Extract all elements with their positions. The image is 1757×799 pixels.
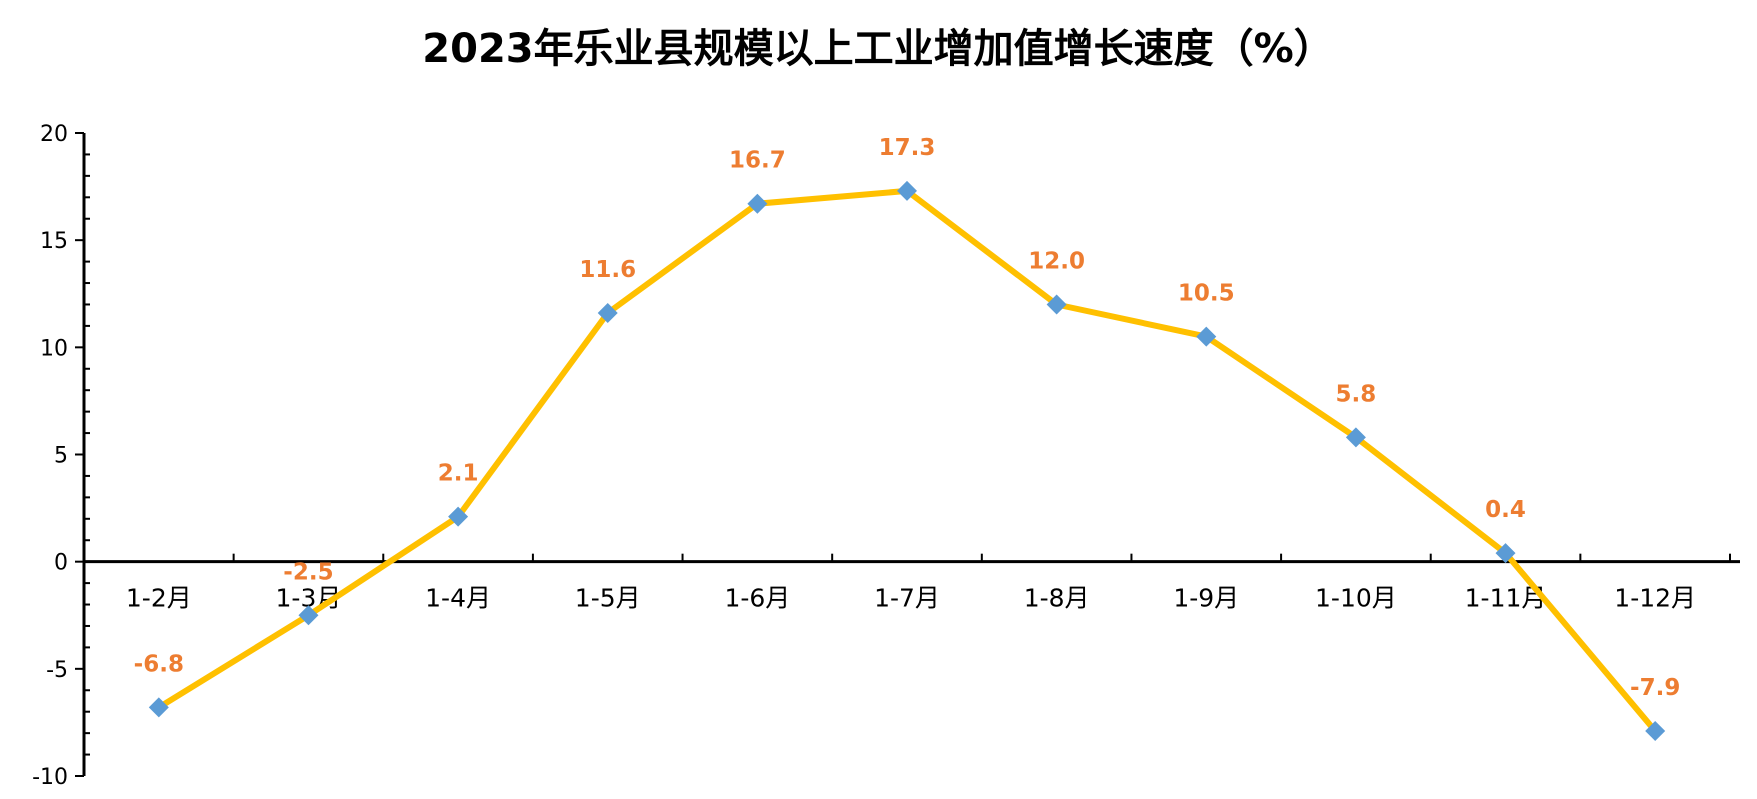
x-tick-label: 1-12月 — [1614, 584, 1696, 613]
data-labels: -6.8 -2.5 2.1 11.6 16.7 17.3 12.0 10.5 5.8 0.4 -7.… — [134, 135, 1681, 701]
x-tick-label: 1-7月 — [874, 584, 940, 613]
y-tick-label: -10 — [32, 765, 68, 790]
data-point-marker — [1196, 326, 1217, 347]
x-tick-label: 1-4月 — [425, 584, 491, 613]
data-point-marker — [448, 506, 469, 527]
y-tick-label: -5 — [46, 658, 68, 683]
data-label: 11.6 — [579, 257, 636, 283]
x-tick-label: 1-5月 — [575, 584, 641, 613]
data-point-marker — [1345, 427, 1366, 448]
y-tick-label: 5 — [54, 444, 68, 469]
x-tick-label: 1-10月 — [1315, 584, 1397, 613]
data-label: 10.5 — [1178, 281, 1235, 307]
data-point-marker — [148, 697, 169, 718]
y-tick-label: 0 — [54, 551, 68, 576]
data-label: -6.8 — [134, 651, 184, 677]
y-tick-label: 20 — [40, 122, 68, 147]
chart-title: 2023年乐业县规模以上工业增加值增长速度（%） — [422, 26, 1333, 72]
x-tick-label: 1-9月 — [1173, 584, 1239, 613]
data-label: 17.3 — [879, 135, 936, 161]
data-label: 12.0 — [1028, 248, 1085, 274]
data-label: -2.5 — [283, 559, 333, 585]
data-label: 16.7 — [729, 148, 786, 174]
data-label: 2.1 — [438, 461, 479, 487]
data-point-marker — [1495, 543, 1516, 564]
data-label: -7.9 — [1630, 675, 1680, 701]
data-label: 5.8 — [1336, 381, 1377, 407]
x-tick-label: 1-6月 — [724, 584, 790, 613]
data-point-marker — [747, 193, 768, 214]
series-markers — [148, 180, 1666, 741]
data-point-marker — [298, 605, 319, 626]
data-point-marker — [1046, 294, 1067, 315]
y-tick-label: 10 — [40, 336, 68, 361]
data-point-marker — [897, 180, 917, 201]
x-tick-label: 1-2月 — [126, 584, 192, 613]
data-label: 0.4 — [1485, 497, 1526, 523]
data-point-marker — [1645, 720, 1666, 741]
y-tick-label: 15 — [40, 229, 68, 254]
data-point-marker — [597, 303, 618, 324]
series-polyline — [155, 187, 1659, 734]
x-tick-label: 1-8月 — [1024, 584, 1090, 613]
series-line — [155, 187, 1659, 734]
